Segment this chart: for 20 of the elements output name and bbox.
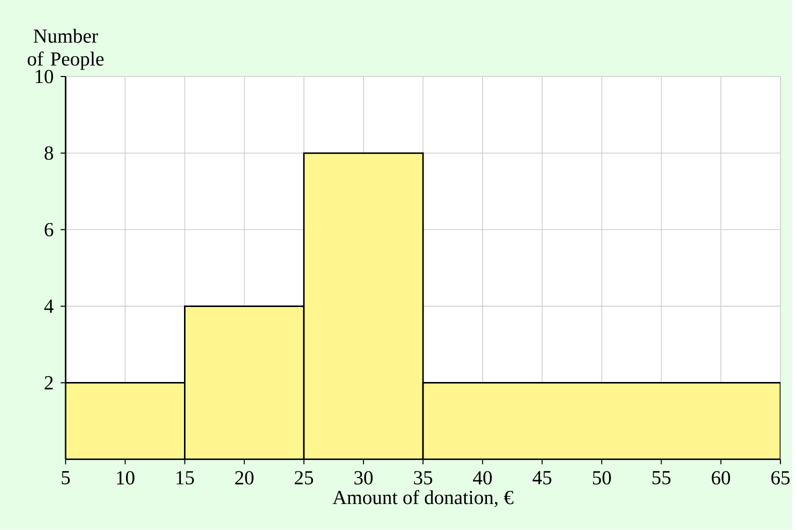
y-axis-title: Number of People <box>28 28 104 70</box>
y-tick-label: 10 <box>36 70 54 84</box>
x-tick-label: 40 <box>473 471 492 485</box>
x-tick-label: 50 <box>592 471 611 485</box>
x-tick-label: 30 <box>354 471 373 485</box>
x-tick-label: 20 <box>235 471 254 485</box>
y-tick-label: 2 <box>44 376 53 390</box>
x-axis-title: Amount of donation, € <box>332 490 514 508</box>
y-tick-label: 8 <box>44 146 54 160</box>
y-tick-label: 6 <box>44 223 54 236</box>
x-tick-label: 65 <box>771 471 790 485</box>
x-tick-label: 10 <box>117 471 134 485</box>
x-tick-label: 25 <box>294 471 314 485</box>
x-tick-label: 5 <box>62 471 70 484</box>
x-tick-label: 60 <box>712 471 730 485</box>
x-tick-label: 45 <box>532 471 552 484</box>
x-tick-label: 35 <box>414 471 432 485</box>
y-tick-label: 4 <box>44 300 54 313</box>
x-tick-label: 15 <box>176 471 194 484</box>
x-tick-label: 55 <box>652 471 670 484</box>
